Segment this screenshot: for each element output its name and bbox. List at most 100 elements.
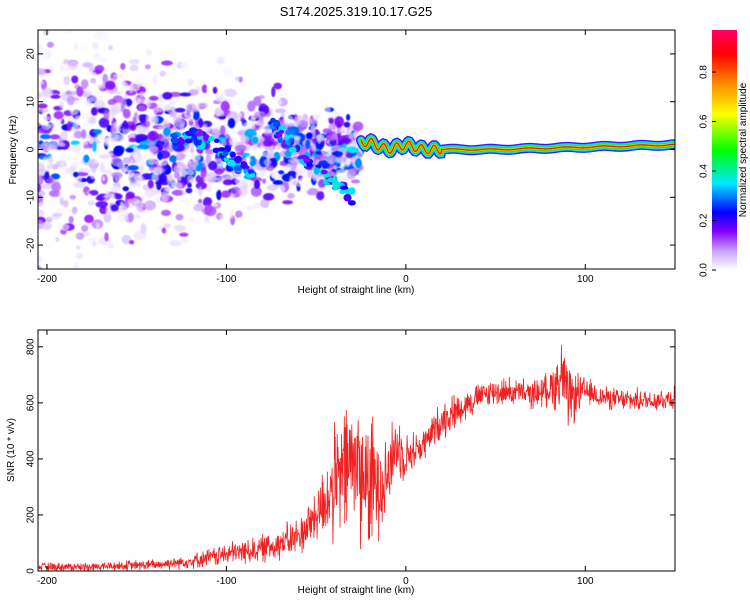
noise-blob — [161, 227, 167, 234]
x-tick-label: 100 — [577, 274, 594, 285]
noise-blob — [174, 171, 180, 179]
track-blob — [240, 161, 248, 169]
track-blob — [203, 133, 209, 142]
noise-blob — [74, 272, 80, 282]
noise-blob — [185, 187, 193, 194]
noise-blob — [57, 142, 66, 148]
noise-blob — [87, 193, 93, 203]
noise-blob — [223, 88, 237, 98]
noise-blob — [49, 141, 59, 151]
noise-blob — [122, 157, 132, 164]
noise-blob — [63, 75, 71, 85]
noise-blob — [110, 156, 122, 167]
noise-blob — [343, 121, 351, 128]
noise-blob — [250, 186, 262, 197]
noise-blob — [228, 136, 239, 146]
noise-blob — [68, 157, 81, 168]
noise-blob — [272, 179, 283, 185]
noise-blob — [42, 30, 50, 36]
noise-blob — [220, 190, 231, 198]
noise-blob — [147, 157, 157, 165]
noise-blob — [236, 98, 249, 108]
spectrogram-x-axis: -200 -100 0 100 — [37, 30, 594, 285]
noise-blob — [104, 232, 109, 242]
noise-blob — [65, 30, 74, 34]
noise-blob — [129, 64, 139, 72]
noise-blob — [123, 94, 129, 101]
noise-blob — [110, 125, 122, 134]
noise-blob — [205, 86, 212, 91]
noise-blob — [47, 215, 61, 220]
noise-blob — [121, 204, 128, 211]
noise-blob — [75, 171, 89, 177]
noise-blob — [321, 146, 333, 157]
noise-blob — [61, 249, 75, 257]
noise-blob — [323, 106, 331, 115]
noise-blob — [98, 117, 110, 128]
noise-blob — [190, 151, 201, 163]
noise-blob — [174, 107, 186, 113]
noise-blob — [196, 93, 202, 102]
noise-blob — [69, 206, 78, 216]
noise-blob — [58, 171, 70, 176]
noise-blob — [93, 52, 101, 61]
x-tick-label: -200 — [37, 576, 57, 587]
noise-blob — [149, 95, 159, 101]
snr-y-label: SNR (10 * v/v) — [6, 418, 17, 482]
noise-blob — [121, 234, 132, 245]
noise-blob — [73, 171, 79, 178]
noise-blob — [161, 133, 171, 144]
noise-blob — [75, 232, 85, 240]
colorbar-tick-label: 0.8 — [699, 65, 710, 79]
y-tick-label: 200 — [26, 506, 37, 523]
noise-blob — [58, 69, 67, 78]
noise-blob — [177, 97, 186, 106]
spectrogram-noise-blobs — [38, 30, 366, 282]
noise-blob — [169, 239, 182, 247]
noise-blob — [184, 77, 193, 86]
noise-blob — [184, 152, 191, 163]
noise-blob — [95, 201, 108, 208]
noise-blob — [144, 64, 151, 70]
y-tick-label: 0 — [26, 568, 37, 574]
noise-blob — [43, 115, 51, 121]
noise-blob — [46, 164, 58, 170]
noise-blob — [261, 178, 267, 184]
track-blob — [249, 173, 256, 178]
noise-blob — [83, 154, 90, 163]
snr-x-axis: -200 -100 0 100 — [37, 330, 594, 587]
noise-blob — [113, 145, 124, 157]
noise-blob — [82, 122, 96, 128]
y-tick-label: 0 — [26, 146, 37, 152]
noise-blob — [60, 130, 68, 141]
noise-blob — [229, 208, 235, 220]
noise-blob — [82, 61, 94, 69]
noise-blob — [238, 187, 248, 197]
noise-blob — [97, 236, 111, 246]
noise-blob — [262, 183, 268, 192]
snr-frame — [37, 329, 676, 572]
noise-blob — [110, 204, 119, 212]
y-tick-label: 10 — [26, 96, 37, 108]
track-blob — [234, 155, 242, 163]
noise-blob — [310, 110, 322, 116]
noise-blob — [38, 34, 44, 39]
noise-blob — [322, 128, 332, 134]
noise-blob — [279, 194, 289, 202]
track-blob — [169, 133, 179, 138]
noise-blob — [198, 185, 203, 197]
noise-blob — [140, 223, 147, 234]
noise-blob — [38, 92, 43, 99]
noise-blob — [178, 238, 190, 244]
noise-blob — [75, 175, 83, 183]
noise-blob — [299, 177, 306, 185]
noise-blob — [114, 79, 126, 87]
noise-blob — [160, 191, 170, 203]
noise-blob — [38, 112, 42, 123]
noise-blob — [220, 125, 226, 135]
noise-blob — [143, 200, 156, 211]
noise-blob — [122, 108, 131, 119]
noise-blob — [59, 101, 64, 109]
noise-blob — [136, 115, 141, 122]
